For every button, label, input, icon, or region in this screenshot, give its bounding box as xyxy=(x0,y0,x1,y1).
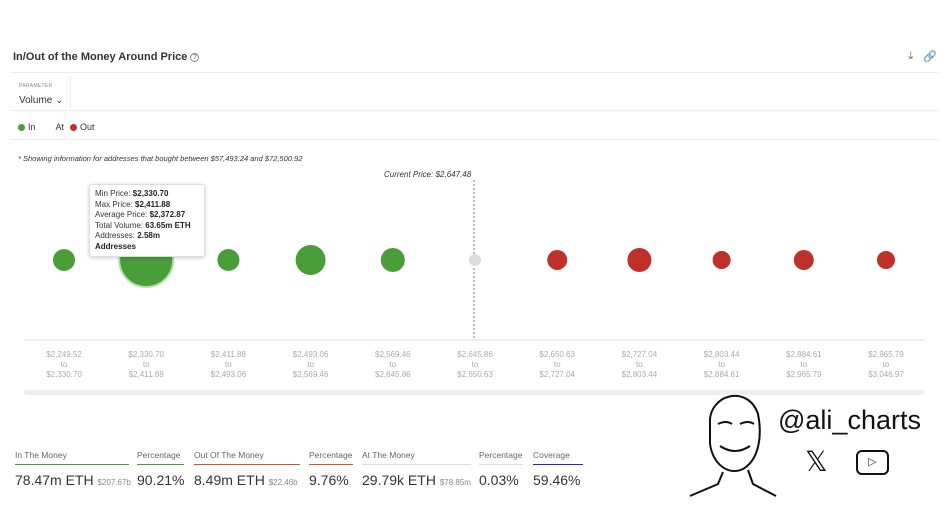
x-logo-icon: 𝕏 xyxy=(805,446,828,477)
stat-label: Coverage xyxy=(533,450,583,465)
avatar-sketch xyxy=(689,395,777,497)
stat-value: 8.49m ETH $22.46b xyxy=(194,472,298,488)
bubble-out[interactable] xyxy=(793,250,814,270)
parameter-select[interactable]: Volume ⌄ xyxy=(19,95,64,106)
bubble-in[interactable] xyxy=(380,247,405,273)
stat-label: In The Money xyxy=(15,450,129,465)
bubble-out[interactable] xyxy=(876,250,896,270)
bubble-out[interactable] xyxy=(547,250,568,270)
stat-5: Percentage 0.03% xyxy=(479,450,523,488)
legend-item-in[interactable]: In xyxy=(18,122,36,132)
bubble-at[interactable] xyxy=(469,254,481,266)
stat-label: Percentage xyxy=(137,450,184,465)
stat-label: At The Money xyxy=(362,450,471,465)
bubble-in[interactable] xyxy=(52,248,76,272)
divider xyxy=(10,72,939,73)
x-tick-label: $2,803.44 to $2,884.61 xyxy=(703,350,740,379)
stat-value: 0.03% xyxy=(479,472,519,488)
x-tick-label: $2,650.63 to $2,727.04 xyxy=(539,350,575,379)
stat-label: Percentage xyxy=(479,450,523,465)
stat-label: Out Of The Money xyxy=(194,450,300,465)
current-price-label: Current Price: $2,647.48 xyxy=(384,170,472,179)
parameter-label: PARAMETER xyxy=(19,83,53,89)
stat-2: Out Of The Money 8.49m ETH $22.46b xyxy=(194,450,300,488)
x-tick-label: $2,965.79 to $3,046.97 xyxy=(868,350,904,379)
stat-0: In The Money 78.47m ETH $207.67b xyxy=(15,450,131,488)
brand-handle: @ali_charts xyxy=(778,405,921,435)
stat-value: 9.76% xyxy=(309,472,349,488)
x-tick-label: $2,727.04 to $2,803.44 xyxy=(621,350,658,379)
link-icon[interactable]: 🔗 xyxy=(923,51,937,63)
stat-label: Percentage xyxy=(309,450,353,465)
x-tick-label: $2,884.61 to $2,965.79 xyxy=(786,350,822,379)
stat-value: 90.21% xyxy=(137,472,185,488)
question-circle-icon[interactable]: ? xyxy=(190,53,200,62)
info-note: * Showing information for addresses that… xyxy=(18,154,303,163)
x-tick-label: $2,645.86 to $2,650.63 xyxy=(457,350,493,379)
chevron-down-icon: ⌄ xyxy=(55,95,64,106)
tooltip: Min Price: $2,330.70 Max Price: $2,411.8… xyxy=(89,184,205,257)
stat-6: Coverage 59.46% xyxy=(533,450,583,488)
divider xyxy=(10,139,939,140)
download-icon[interactable]: ⤓ xyxy=(908,50,914,62)
legend-item-out[interactable]: Out xyxy=(70,122,95,132)
x-tick-label: $2,330.70 to $2,411.88 xyxy=(128,350,164,379)
stat-value: 78.47m ETH $207.67b xyxy=(15,472,131,488)
page-title: In/Out of the Money Around Price? xyxy=(13,51,200,63)
x-tick-label: $2,493.06 to $2,569.46 xyxy=(292,350,329,379)
bubble-in[interactable] xyxy=(295,245,326,275)
legend: In At Out xyxy=(18,122,95,132)
divider xyxy=(70,76,71,110)
stat-value: 59.46% xyxy=(533,472,581,488)
youtube-icon: ▷ xyxy=(856,450,889,475)
green-dot-icon xyxy=(18,124,25,131)
bubble-out[interactable] xyxy=(712,250,731,270)
toolbar: ⤓ 🔗 xyxy=(908,50,937,63)
x-tick-label: $2,249.52 to $2,330.70 xyxy=(46,350,82,379)
red-dot-icon xyxy=(70,124,78,131)
stat-4: At The Money 29.79k ETH $78.85m xyxy=(362,450,471,488)
legend-item-at[interactable]: At xyxy=(55,122,65,132)
x-tick-label: $2,411.88 to $2,493.06 xyxy=(210,350,247,379)
stat-1: Percentage 90.21% xyxy=(137,450,184,488)
bubble-out[interactable] xyxy=(627,247,652,273)
divider xyxy=(10,110,939,111)
stat-value: 29.79k ETH $78.85m xyxy=(362,472,471,488)
bubble-in[interactable] xyxy=(217,248,240,272)
x-tick-label: $2,569.46 to $2,645.86 xyxy=(375,350,411,379)
chart-scrollbar[interactable] xyxy=(24,390,924,395)
stat-3: Percentage 9.76% xyxy=(309,450,353,488)
